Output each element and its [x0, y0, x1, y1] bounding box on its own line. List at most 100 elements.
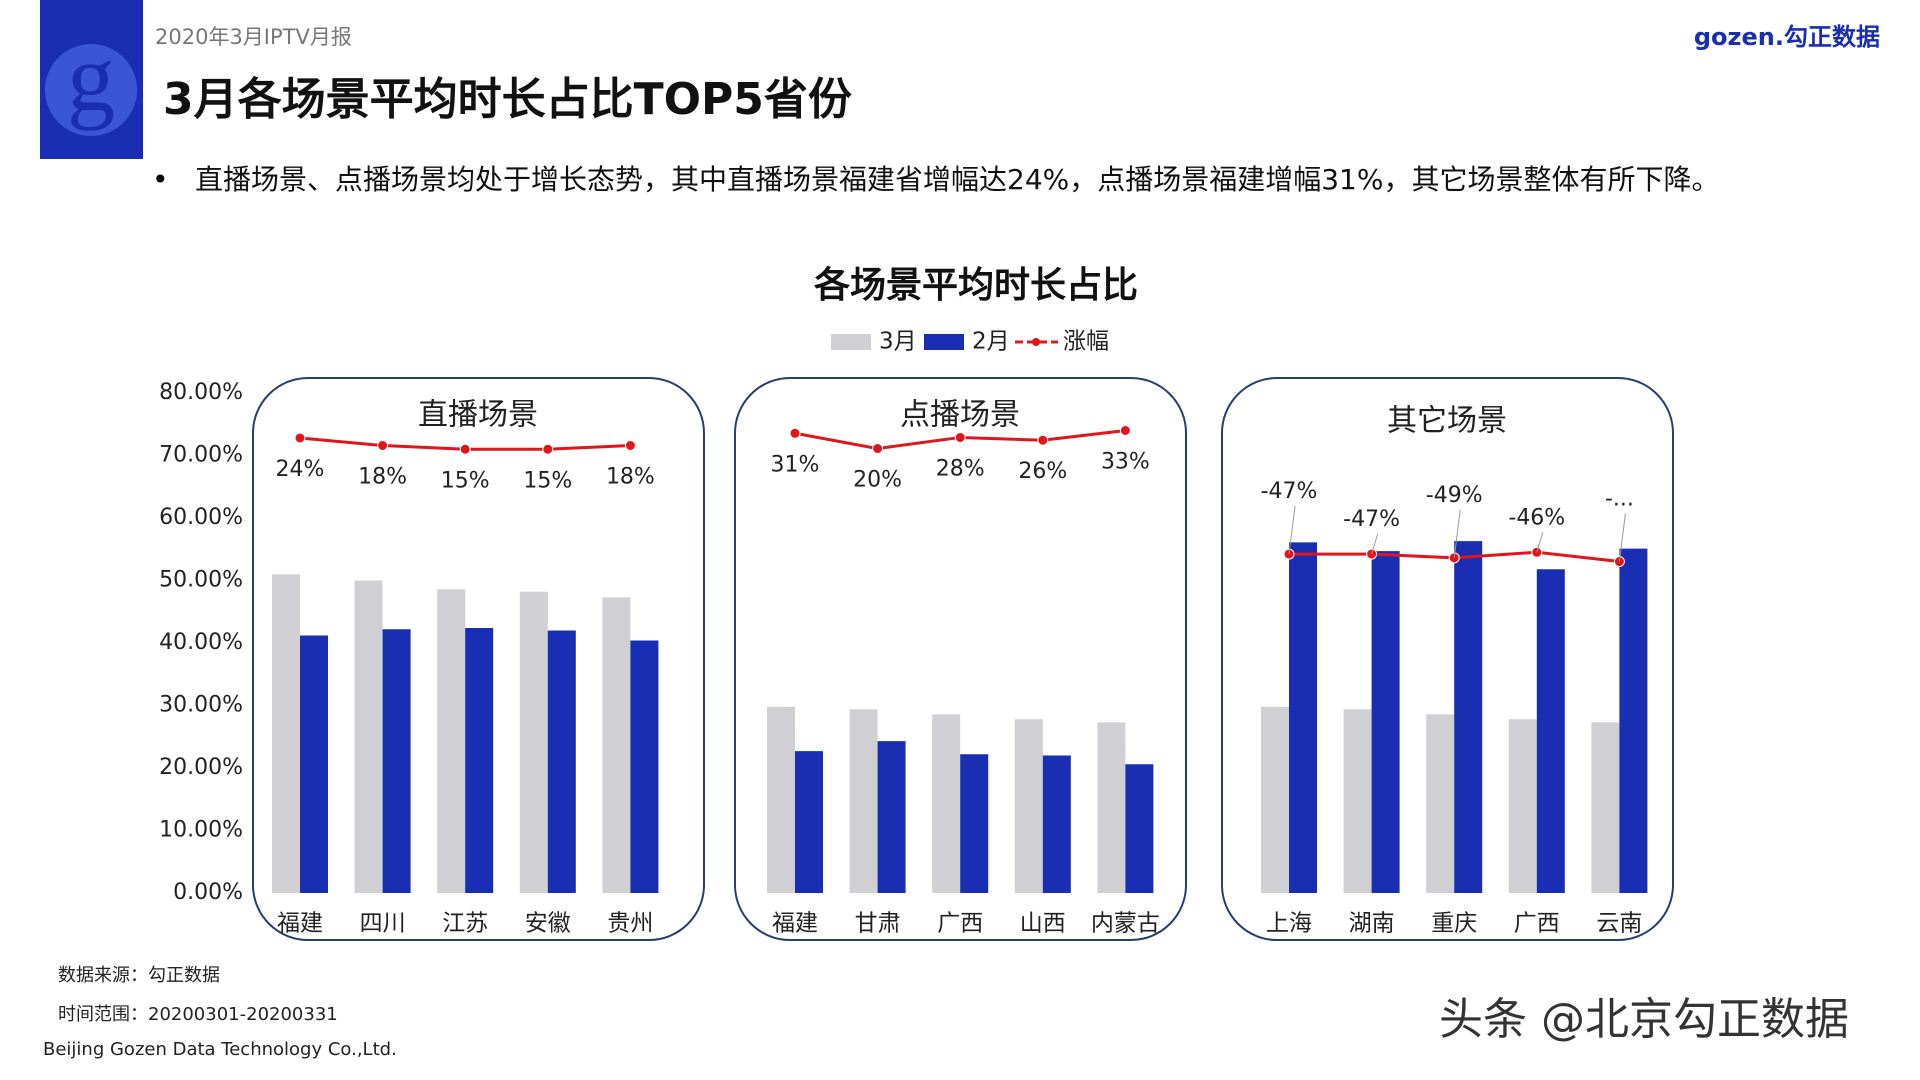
bar	[1371, 551, 1400, 893]
legend-label: 2月	[972, 329, 1010, 355]
legend-swatch	[924, 334, 964, 350]
label-leader	[1618, 513, 1626, 562]
bar	[630, 640, 659, 893]
bar	[1042, 755, 1071, 893]
bar	[602, 597, 631, 893]
report-label: 2020年3月IPTV月报	[155, 25, 352, 49]
data-label: 18%	[358, 465, 407, 490]
data-label: 15%	[523, 468, 572, 493]
bar	[465, 628, 494, 893]
x-tick-label: 湖南	[1349, 911, 1395, 937]
data-label: -...	[1605, 487, 1634, 512]
rise-point	[377, 440, 389, 451]
legend-label: 涨幅	[1063, 329, 1109, 355]
label-leader	[1371, 533, 1379, 555]
rise-point	[872, 443, 884, 455]
y-tick-label: 10.00%	[159, 818, 243, 843]
panel-title: 点播场景	[900, 398, 1020, 433]
label-leader	[1453, 509, 1461, 558]
rise-point	[294, 432, 306, 444]
panel-frame	[1221, 377, 1674, 941]
x-tick-label: 贵州	[607, 911, 653, 937]
bar	[1536, 569, 1565, 893]
bar	[849, 709, 878, 893]
y-tick-label: 30.00%	[159, 693, 243, 718]
data-label: 28%	[936, 456, 985, 481]
data-label: -46%	[1508, 505, 1565, 530]
x-tick-label: 安徽	[525, 911, 571, 937]
bar	[1289, 542, 1317, 893]
period: 时间范围：20200301-20200331	[58, 1004, 338, 1025]
bar	[1619, 548, 1648, 893]
company: Beijing Gozen Data Technology Co.,Ltd.	[43, 1039, 397, 1060]
y-tick-label: 80.00%	[159, 380, 243, 405]
bar	[519, 591, 548, 893]
rise-point	[624, 440, 636, 451]
y-tick-label: 50.00%	[159, 568, 243, 593]
rise-point	[789, 427, 801, 439]
x-tick-label: 福建	[277, 911, 323, 937]
brand-logo: gozen.勾正数据	[1694, 23, 1880, 51]
x-tick-label: 上海	[1266, 911, 1312, 937]
bar	[1591, 722, 1620, 893]
bullet-dot: •	[152, 163, 169, 196]
legend-swatch	[831, 334, 871, 350]
bar	[1426, 714, 1455, 893]
bar	[1508, 719, 1537, 893]
data-label: 15%	[441, 468, 490, 493]
bar	[1261, 706, 1289, 893]
y-tick-label: 0.00%	[173, 880, 243, 905]
data-label: -49%	[1426, 483, 1483, 508]
rise-point	[459, 443, 471, 455]
bar	[1343, 709, 1372, 893]
data-label: 26%	[1018, 459, 1067, 484]
data-label: -47%	[1261, 479, 1318, 504]
logo-g: g	[67, 24, 115, 131]
x-tick-label: 山西	[1020, 911, 1066, 937]
panel-title: 其它场景	[1387, 404, 1507, 439]
bar	[272, 574, 300, 893]
panel-frame	[734, 377, 1187, 941]
y-tick-label: 40.00%	[159, 630, 243, 655]
bar	[932, 714, 961, 893]
source: 数据来源：勾正数据	[58, 965, 220, 986]
label-leader	[1536, 532, 1544, 553]
y-tick-label: 70.00%	[159, 443, 243, 468]
panel-title: 直播场景	[418, 398, 538, 433]
label-leader	[1288, 506, 1296, 555]
x-tick-label: 四川	[360, 911, 406, 937]
x-tick-label: 江苏	[442, 911, 488, 937]
x-tick-label: 云南	[1596, 911, 1642, 937]
rise-point	[954, 431, 966, 443]
bar	[1097, 722, 1126, 893]
logo-circle	[45, 44, 137, 136]
slide-title: 3月各场景平均时长占比TOP5省份	[163, 74, 852, 125]
rise-point	[1119, 425, 1131, 436]
x-tick-label: 内蒙古	[1091, 911, 1160, 937]
rise-point	[1037, 434, 1049, 446]
bar	[1014, 719, 1043, 893]
bar	[437, 589, 466, 893]
rise-point	[542, 443, 554, 455]
bar	[767, 706, 795, 893]
watermark: 头条 @北京勾正数据	[1439, 994, 1849, 1045]
bar	[795, 751, 823, 893]
bar	[960, 754, 989, 893]
panel-frame	[252, 377, 705, 941]
x-tick-label: 甘肃	[855, 911, 901, 937]
data-label: 20%	[853, 468, 902, 493]
data-label: 18%	[606, 465, 655, 490]
bar	[877, 741, 906, 893]
bar	[1454, 541, 1483, 893]
data-label: 33%	[1101, 450, 1150, 475]
y-tick-label: 20.00%	[159, 755, 243, 780]
bar	[1125, 764, 1154, 893]
bar	[300, 635, 328, 893]
legend-label: 3月	[879, 329, 917, 355]
bullet-text: 直播场景、点播场景均处于增长态势，其中直播场景福建省增幅达24%，点播场景福建增…	[195, 163, 1720, 196]
x-tick-label: 重庆	[1431, 911, 1477, 937]
chart-title: 各场景平均时长占比	[814, 265, 1138, 306]
x-tick-label: 广西	[937, 911, 983, 937]
